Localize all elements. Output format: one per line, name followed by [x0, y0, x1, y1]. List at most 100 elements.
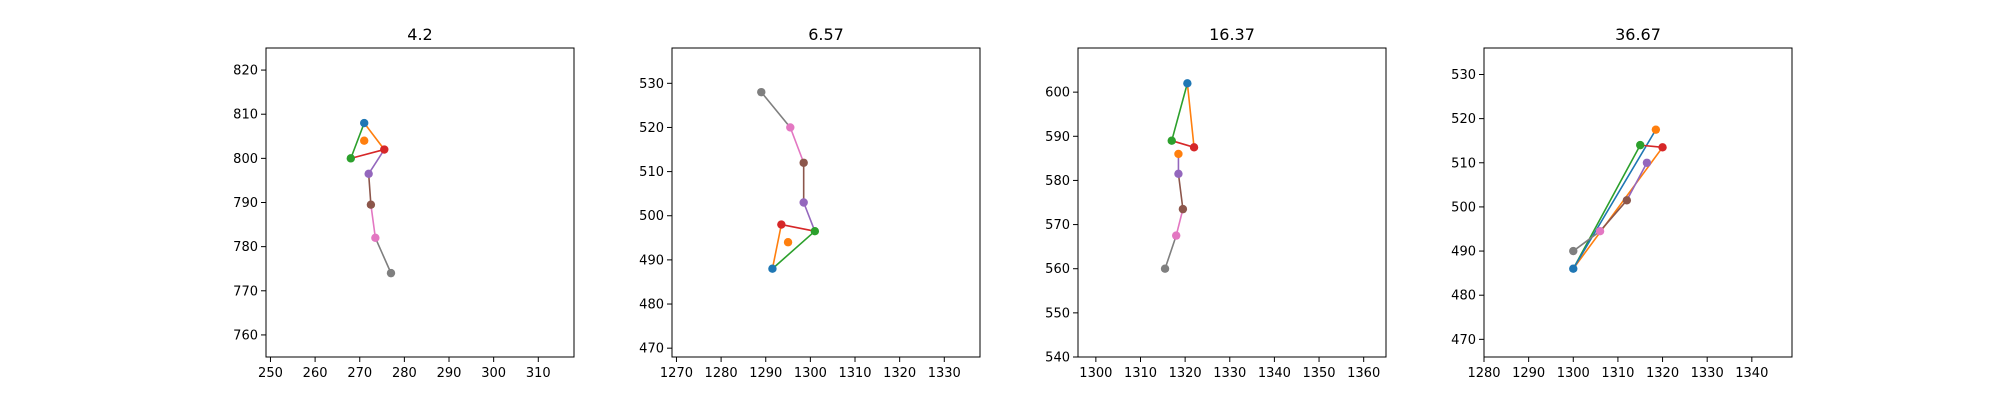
keypoint-p2 — [1167, 136, 1176, 145]
x-tick-label: 1360 — [1347, 366, 1380, 381]
keypoint-p2 — [810, 226, 820, 236]
x-tick-label: 290 — [437, 366, 462, 381]
y-tick-label: 580 — [1045, 174, 1070, 189]
keypoint-p5 — [1622, 196, 1632, 205]
skeleton-segment — [1572, 146, 1664, 270]
x-tick-label: 1320 — [1169, 366, 1202, 381]
x-tick-label: 1290 — [1512, 366, 1545, 381]
keypoint-p2 — [1636, 140, 1645, 150]
y-tick-label: 510 — [1451, 156, 1476, 171]
axes-frame — [1483, 47, 1793, 358]
skeleton-segment — [363, 122, 386, 151]
keypoint-p1 — [1651, 125, 1661, 134]
x-tick-label: 1300 — [1557, 366, 1590, 381]
keypoint-p0 — [768, 264, 777, 273]
keypoint-p1 — [360, 136, 369, 145]
keypoint-p1 — [783, 238, 793, 247]
y-tick-label: 490 — [639, 253, 664, 268]
y-tick-label: 570 — [1045, 218, 1070, 233]
keypoint-p2 — [346, 154, 356, 163]
y-tick-label: 470 — [1451, 333, 1476, 348]
skeleton-segment — [789, 126, 805, 164]
skeleton-segment — [1164, 234, 1178, 270]
y-tick-label: 520 — [639, 121, 664, 136]
keypoint-p6 — [1595, 226, 1605, 236]
y-tick-label: 480 — [639, 298, 664, 313]
y-tick-label: 760 — [233, 328, 258, 343]
skeleton-segment — [780, 223, 816, 232]
axes-frame — [1077, 47, 1387, 358]
keypoint-p7 — [1569, 246, 1578, 256]
y-tick-label: 550 — [1045, 306, 1070, 321]
skeleton-segment — [1599, 199, 1628, 232]
x-tick-label: 1270 — [660, 366, 693, 381]
skeleton-segment — [802, 201, 816, 232]
panel-3: 16.37 1300 1310 1320 1330 1340 1350 1360 540 550 5… — [1045, 25, 1387, 381]
y-tick-label: 540 — [1045, 351, 1070, 366]
x-tick-label: 1320 — [1646, 366, 1679, 381]
y-tick-label: 480 — [1451, 289, 1476, 304]
keypoint-p0 — [1569, 264, 1578, 273]
x-tick-label: 1320 — [883, 366, 916, 381]
axes-frame — [671, 47, 981, 358]
skeleton-segment — [370, 203, 377, 239]
keypoint-p4 — [364, 169, 373, 179]
x-tick-label: 270 — [347, 366, 372, 381]
y-tick-label: 800 — [233, 152, 258, 167]
keypoint-p3 — [380, 145, 389, 154]
y-tick-label: 810 — [233, 108, 258, 123]
panel-title: 16.37 — [1209, 25, 1255, 44]
keypoint-p6 — [786, 123, 795, 132]
x-tick-label: 1280 — [1467, 366, 1500, 381]
y-tick-label: 790 — [233, 196, 258, 211]
y-tick-label: 520 — [1451, 112, 1476, 127]
keypoint-p7 — [757, 87, 766, 97]
keypoint-p4 — [1174, 169, 1183, 179]
keypoint-p0 — [1183, 79, 1192, 88]
panel-title: 6.57 — [808, 25, 844, 44]
y-tick-label: 770 — [233, 284, 258, 299]
x-tick-label: 1280 — [705, 366, 738, 381]
skeleton-segment — [367, 173, 372, 206]
x-tick-label: 300 — [481, 366, 506, 381]
x-tick-label: 1310 — [1124, 366, 1157, 381]
y-tick-label: 500 — [639, 209, 664, 224]
keypoint-p1 — [1174, 149, 1183, 159]
x-tick-label: 1350 — [1302, 366, 1335, 381]
x-tick-label: 280 — [392, 366, 417, 381]
y-tick-label: 470 — [639, 342, 664, 357]
x-tick-label: 1290 — [749, 366, 782, 381]
skeleton-segment — [1572, 230, 1601, 252]
y-tick-label: 600 — [1045, 86, 1070, 101]
x-tick-label: 1310 — [1601, 366, 1634, 381]
x-tick-label: 1330 — [928, 366, 961, 381]
y-tick-label: 530 — [1451, 68, 1476, 83]
skeleton-segment — [350, 122, 366, 160]
keypoint-p6 — [1172, 231, 1181, 240]
y-tick-label: 530 — [639, 77, 664, 92]
y-tick-label: 590 — [1045, 130, 1070, 145]
skeleton-segment — [771, 230, 816, 270]
skeleton-segment — [771, 223, 783, 270]
skeleton-segment — [760, 91, 792, 129]
y-tick-label: 560 — [1045, 262, 1070, 277]
skeleton-segment — [1177, 173, 1184, 210]
skeleton-segment — [374, 237, 392, 274]
x-tick-label: 1330 — [1213, 366, 1246, 381]
keypoint-p5 — [799, 158, 808, 167]
axes-frame — [265, 47, 575, 358]
keypoint-p3 — [1189, 143, 1199, 152]
skeleton-segment — [367, 148, 386, 175]
x-tick-label: 310 — [526, 366, 551, 381]
x-tick-label: 1310 — [838, 366, 871, 381]
y-tick-label: 500 — [1451, 200, 1476, 215]
skeleton-segment — [1572, 144, 1642, 270]
y-tick-label: 820 — [233, 64, 258, 79]
keypoint-p4 — [1642, 158, 1652, 167]
keypoint-p5 — [366, 200, 376, 209]
keypoint-p3 — [1658, 143, 1667, 152]
keypoint-p7 — [1160, 264, 1170, 273]
y-tick-label: 490 — [1451, 245, 1476, 260]
panel-4: 36.67 1280 1290 1300 1310 1320 1330 1340 470 480 4… — [1451, 25, 1793, 381]
